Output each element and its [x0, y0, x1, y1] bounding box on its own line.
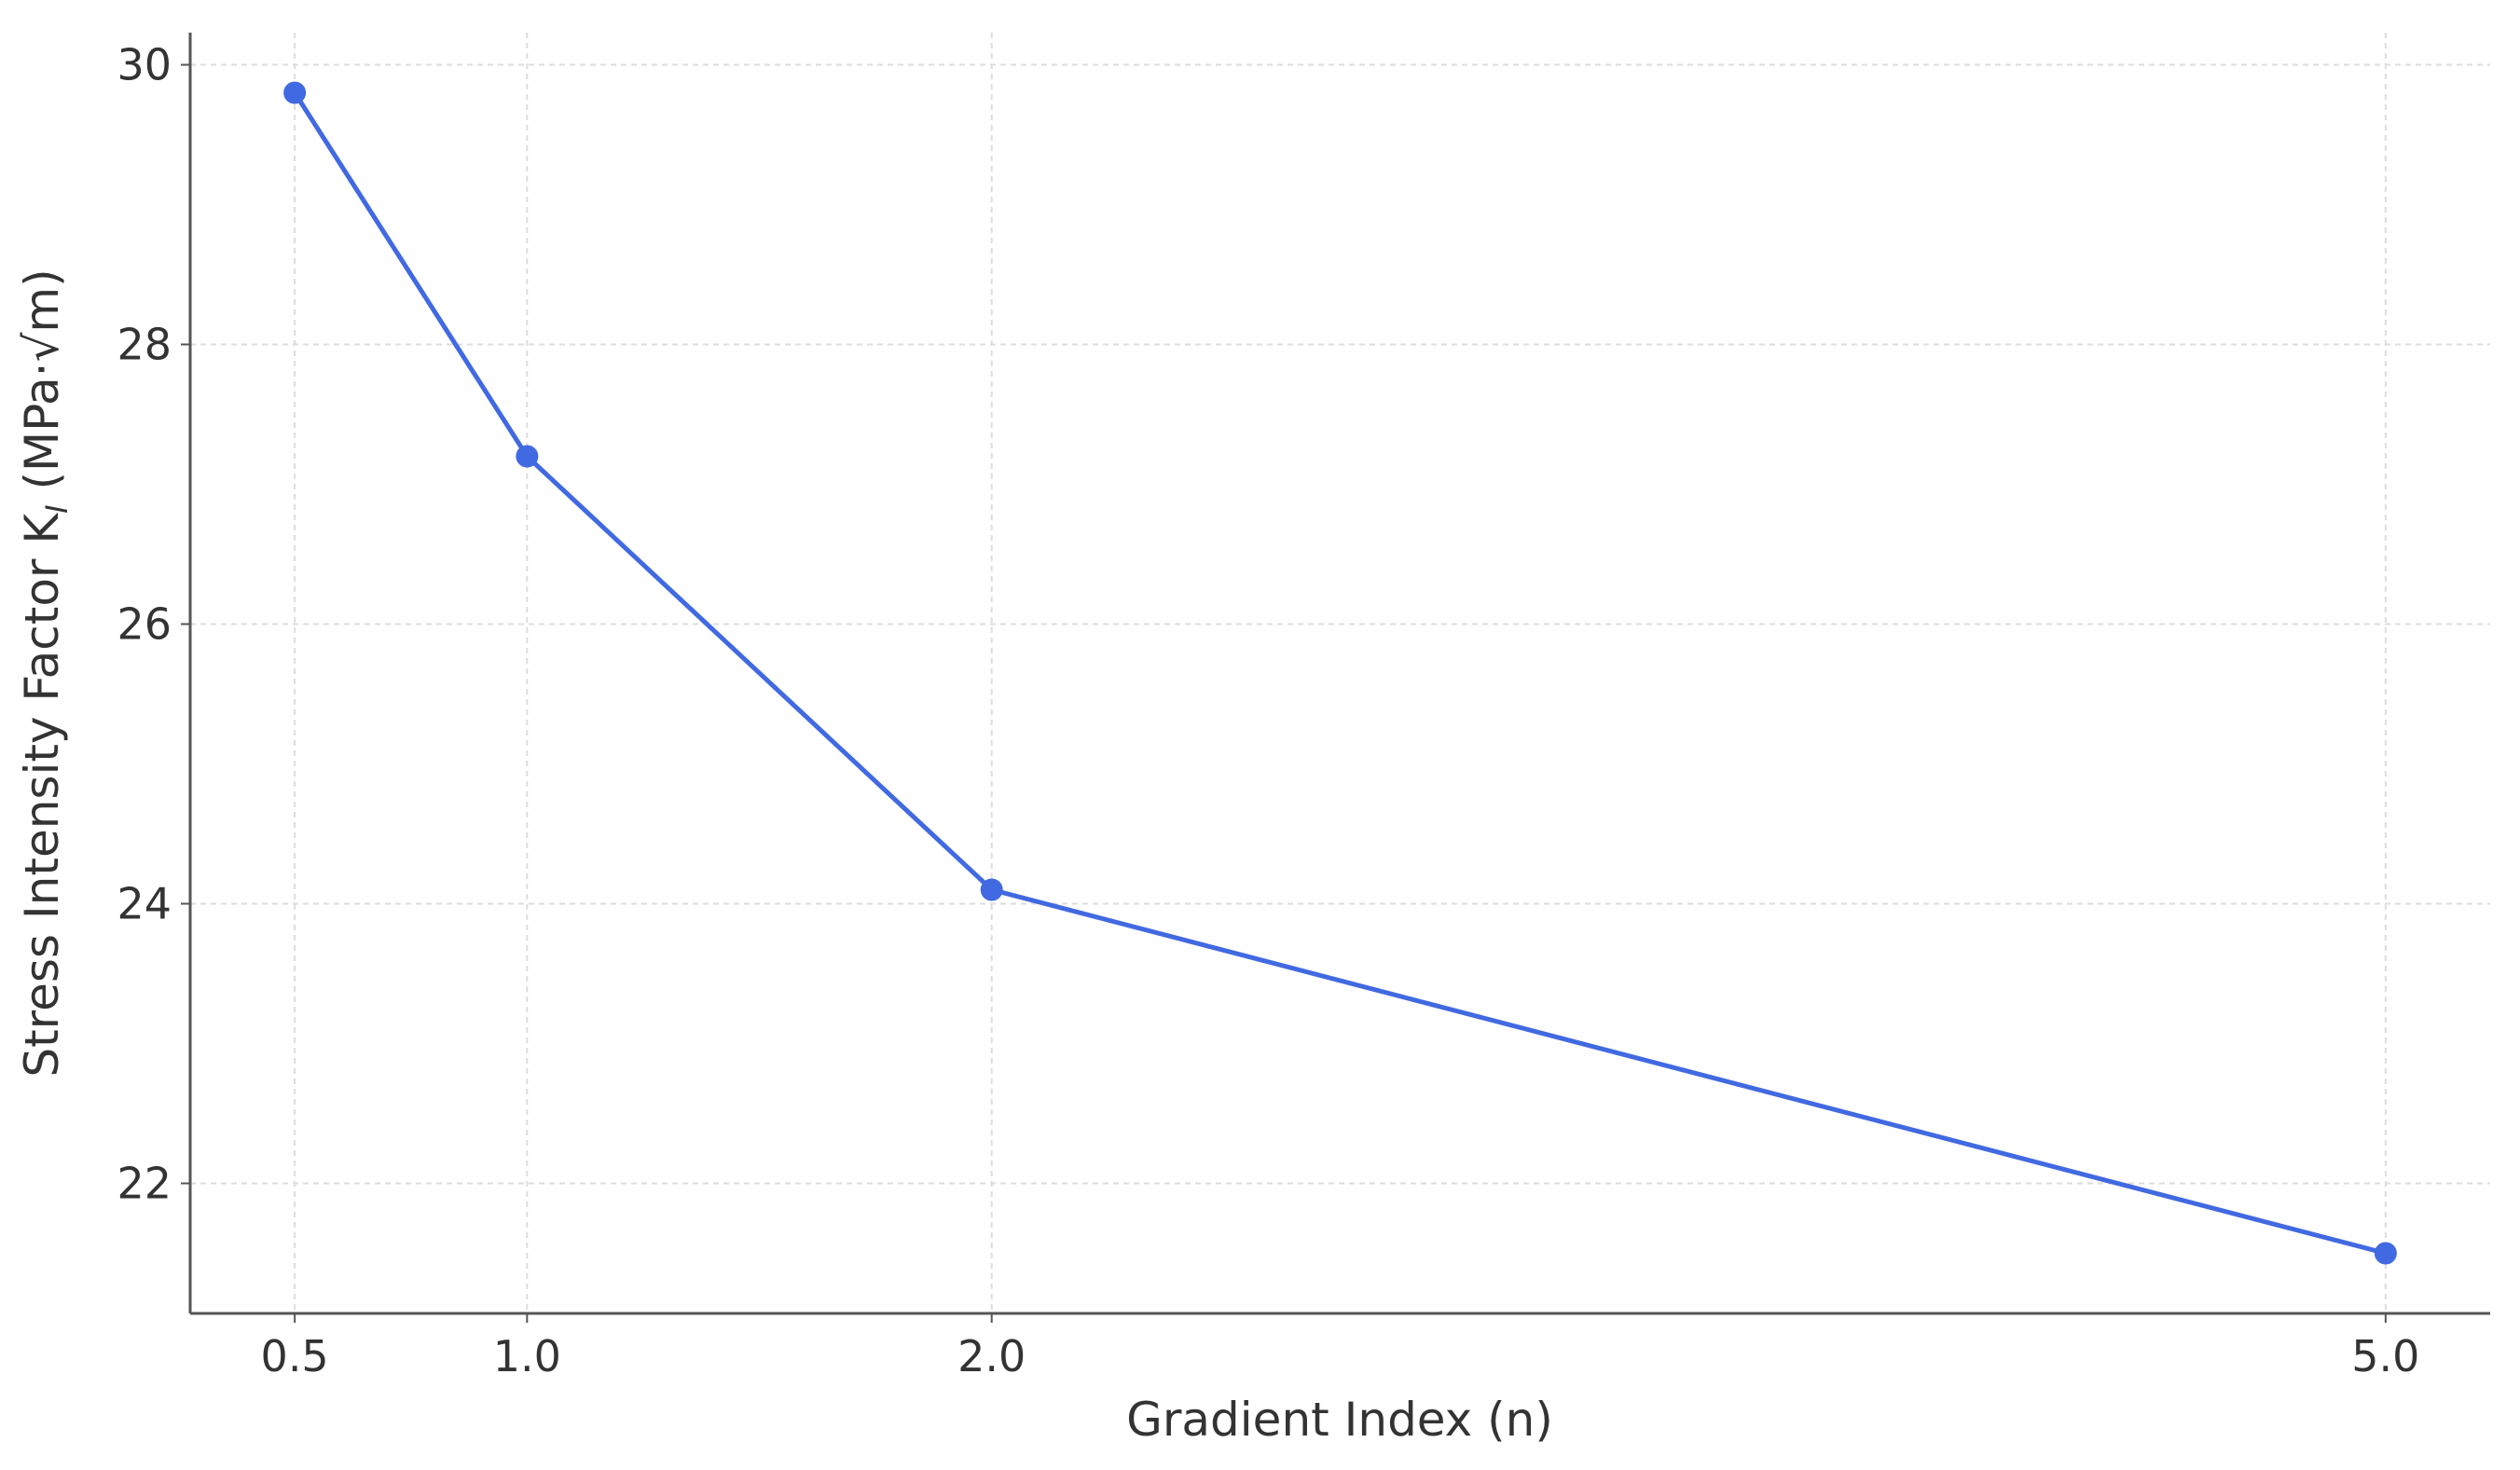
data-line [293, 91, 2387, 1256]
x-tick-label: 5.0 [2351, 1331, 2419, 1381]
data-point [516, 445, 539, 468]
y-tick-label: 26 [117, 599, 172, 650]
data-point [283, 81, 307, 104]
y-axis-label: Stress Intensity Factor KI (MPa·√m) [15, 268, 75, 1077]
y-tick-label: 22 [117, 1159, 172, 1209]
x-tick-label: 2.0 [957, 1331, 1026, 1381]
y-tick-label: 24 [117, 879, 172, 929]
x-tick-label: 0.5 [261, 1331, 329, 1381]
y-axis-label-subscript: I [39, 504, 75, 513]
y-axis-label-text: Stress Intensity Factor K [15, 513, 69, 1078]
data-point [2374, 1242, 2397, 1265]
data-point [980, 878, 1003, 901]
x-tick-label: 1.0 [493, 1331, 561, 1381]
x-axis-label: Gradient Index (n) [1126, 1393, 1553, 1447]
y-axis-label-units: (MPa·√m) [15, 268, 69, 504]
y-tick-label: 30 [117, 40, 172, 90]
y-tick-label: 28 [117, 320, 172, 370]
